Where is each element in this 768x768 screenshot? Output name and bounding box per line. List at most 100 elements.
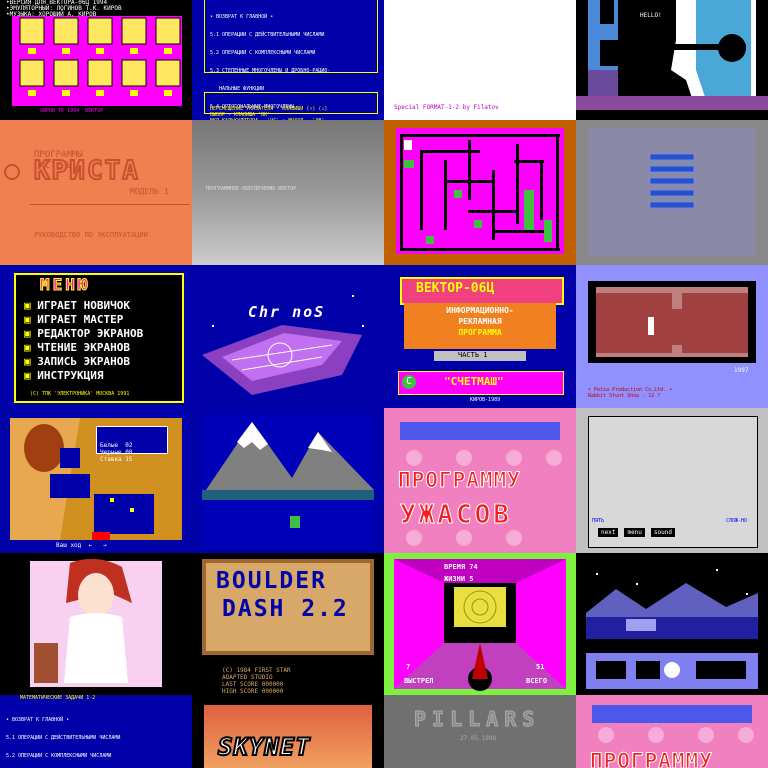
krista-divider xyxy=(30,204,190,205)
menu-item[interactable]: 5.1 ОПЕРАЦИИ С ДЕЙСТВИТЕЛЬНЫМИ ЧИСЛАМИ xyxy=(6,735,121,741)
menu-bullet-icon: ▣ xyxy=(24,355,38,368)
boulder-info: (C) 1984 FIRST STAR ADAPTED STUDIO LAST SC… xyxy=(222,667,291,695)
face-card[interactable] xyxy=(121,59,147,87)
menu-item-novice[interactable]: ▣ ИГРАЕТ НОВИЧОК xyxy=(24,299,130,312)
tetris-buttons[interactable]: next menu sound xyxy=(598,528,675,537)
faces-board xyxy=(12,16,182,106)
rabbit-year: 1997 xyxy=(734,367,749,374)
face-card[interactable] xyxy=(53,17,79,45)
menu-item-return[interactable]: • ВОЗВРАТ К ГЛАВНОЙ • xyxy=(210,14,274,20)
skynet-bg xyxy=(204,705,372,768)
skynet-logo: SKYNET xyxy=(217,732,311,762)
tile-rabbit-stunt[interactable]: 1997 • Petia Production Co.Ltd. • Rabbit … xyxy=(576,265,768,408)
menu-item-read[interactable]: ▣ ЧТЕНИЕ ЭКРАНОВ xyxy=(24,341,130,354)
hello-text: HELLO! xyxy=(640,12,662,19)
tile-tetris-like[interactable]: next menu sound ПЯТЬ СЛОЖ-НО xyxy=(576,408,768,553)
anime-art xyxy=(30,558,162,687)
math2-list[interactable]: • ВОЗВРАТ К ГЛАВНОЙ • 5.1 ОПЕРАЦИИ С ДЕЙ… xyxy=(6,705,126,768)
face-card[interactable] xyxy=(87,59,113,87)
chronos-ship xyxy=(202,295,364,395)
mountain-scene xyxy=(202,414,374,548)
menu-item-editor[interactable]: ▣ РЕДАКТОР ЭКРАНОВ xyxy=(24,327,144,340)
face-card[interactable] xyxy=(155,17,181,45)
tile-gray-blue-bars[interactable] xyxy=(576,120,768,265)
checkers-turn: Ваш ход ← → xyxy=(56,542,107,549)
menu-item-master[interactable]: ▣ ИГРАЕТ МАСТЕР xyxy=(24,313,124,326)
face-card[interactable] xyxy=(19,59,45,87)
tile-horror-program[interactable]: ПРОГРАММУ УЖАСОВ xyxy=(384,408,576,553)
score-panel xyxy=(96,426,168,454)
krista-title: КРИСТА xyxy=(33,155,140,187)
skull-pattern xyxy=(592,705,754,743)
rabbit-sprite xyxy=(648,317,654,335)
tile-shooting-gallery[interactable]: ВРЕМЯ 74 ЖИЗНИ 5 7 51 ВЫСТРЕЛ ВСЕГО xyxy=(384,553,576,695)
tile-horror-program-2[interactable]: ПРОГРАММУ xyxy=(576,695,768,768)
tile-checkers-girl[interactable]: Белые 02 Черные 08 Ставка 15 Ваш ход ← → xyxy=(0,408,192,553)
krista-header: ПРОГРАММЫ СИСТЕМЫ xyxy=(34,150,83,171)
menu-item[interactable]: 5.1 ОПЕРАЦИИ С ДЕЙСТВИТЕЛЬНЫМИ ЧИСЛАМИ xyxy=(210,32,325,38)
tile-chronos[interactable]: Chr noS xyxy=(192,265,384,408)
menu-item[interactable]: НАЛЬНЫЕ ФУНКЦИИ xyxy=(210,86,265,92)
vektor-part: ЧАСТЬ 1 xyxy=(458,351,488,359)
checkers-score: Белые 02 Черные 08 Ставка 15 xyxy=(100,442,133,463)
brand-logo-icon: C xyxy=(402,375,416,389)
tile-moon-rover[interactable] xyxy=(576,553,768,695)
menu-bullet-icon: ▣ xyxy=(24,369,38,382)
tile-anime-girl[interactable] xyxy=(0,553,192,695)
menu-item[interactable]: 5.2 ОПЕРАЦИИ С КОМПЛЕКСНЫМИ ЧИСЛАМИ xyxy=(6,753,112,759)
faces-header: •ВЕРСИЯ ДЛЯ ВЕКТОРА-06Ц 1994 •ЭМУЛЯТОРНЫЙ… xyxy=(6,0,122,18)
tile-maze-game[interactable] xyxy=(384,120,576,265)
tile-mountains[interactable] xyxy=(192,408,384,553)
sound-button[interactable]: sound xyxy=(650,528,675,537)
horror2-line-1: ПРОГРАММУ xyxy=(590,749,713,768)
tile-faces-memory-game[interactable]: •ВЕРСИЯ ДЛЯ ВЕКТОРА-06Ц 1994 •ЭМУЛЯТОРНЫЙ… xyxy=(0,0,192,120)
player-sprite xyxy=(404,140,412,150)
face-card[interactable] xyxy=(19,17,45,45)
menu-item[interactable]: 5.3 СТЕПЕННЫЕ МНОГОЧЛЕНЫ И ДРОБНО-РАЦИО- xyxy=(210,68,331,74)
menu-title: МЕНЮ xyxy=(40,275,91,295)
tetris-frame xyxy=(588,416,758,548)
menu-item-write[interactable]: ▣ ЗАПИСЬ ЭКРАНОВ xyxy=(24,355,130,368)
tile-math-menu-2[interactable]: МАТЕМАТИЧЕСКИЕ ЗАДАЧИ 1-2 • ВОЗВРАТ К ГЛ… xyxy=(0,695,192,768)
face-card[interactable] xyxy=(53,59,79,87)
menu-bullet-icon: ▣ xyxy=(24,327,38,340)
next-button[interactable]: next xyxy=(598,528,619,537)
tile-vektor-promo[interactable]: ВЕКТОР-06Ц ИНФОРМАЦИОННО- РЕКЛАМНАЯ ПРОГРА… xyxy=(384,265,576,408)
face-card[interactable] xyxy=(121,17,147,45)
maze-playfield[interactable] xyxy=(384,120,576,265)
target[interactable] xyxy=(454,587,506,627)
menu-item[interactable]: 5.4 ОРТОГОНАЛЬНЫЕ МНОГОЧЛЕНЫ xyxy=(210,104,295,110)
menu-bullet-icon: ▣ xyxy=(24,341,38,354)
rabbit-stunt-scene xyxy=(588,281,756,363)
tile-skynet[interactable]: SKYNET xyxy=(192,695,384,768)
menu-list[interactable]: ▣ ИГРАЕТ НОВИЧОК ▣ ИГРАЕТ МАСТЕР ▣ РЕДАК… xyxy=(24,299,143,383)
rover-sprite xyxy=(626,619,656,631)
tetris-label-left: ПЯТЬ xyxy=(592,518,605,524)
tile-hello-face[interactable]: HELLO! xyxy=(576,0,768,120)
krista-logo-icon xyxy=(4,164,20,180)
vektor-footer: КИРОВ-1989 xyxy=(470,397,501,403)
menu-button[interactable]: menu xyxy=(624,528,645,537)
gallery-scene[interactable] xyxy=(384,553,576,695)
rover-scene xyxy=(586,569,758,689)
menu-item[interactable]: 5.2 ОПЕРАЦИИ С КОМПЛЕКСНЫМИ ЧИСЛАМИ xyxy=(210,50,316,56)
menu-item-help[interactable]: ▣ ИНСТРУКЦИЯ xyxy=(24,369,104,382)
tile-blank-format[interactable]: Special FORMAT-1-2 by Filatov xyxy=(384,0,576,120)
math-help: ПЕРЕМЕЩЕНИЕ УКАЗАТЕЛЯ - КЛАВИШИ (↑) (↓) В… xyxy=(210,106,328,120)
boulder-logo: BOULDER DASH 2.2 xyxy=(216,568,349,622)
menu-item-return[interactable]: • ВОЗВРАТ К ГЛАВНОЙ • xyxy=(6,717,70,723)
faces-grid xyxy=(19,17,181,96)
tile-gray-loading[interactable]: ПРОГРАММНОЕ-ОБЕСПЕЧЕНИЕ-ВЕКТОР xyxy=(192,120,384,265)
face-card[interactable] xyxy=(155,59,181,87)
tile-boulder-dash[interactable]: BOULDER DASH 2.2 (C) 1984 FIRST STAR ADAPT… xyxy=(192,553,384,695)
menu-bullet-icon: ▣ xyxy=(24,299,38,312)
tile-game-menu[interactable]: МЕНЮ ▣ ИГРАЕТ НОВИЧОК ▣ ИГРАЕТ МАСТЕР ▣ … xyxy=(0,265,192,408)
tile-pillars[interactable]: PILLARS 27.05.1998 xyxy=(384,695,576,768)
face-card[interactable] xyxy=(87,17,113,45)
tile-krista-manual[interactable]: ПРОГРАММЫ СИСТЕМЫ КРИСТА МОДЕЛЬ 1 РУКОВОД… xyxy=(0,120,192,265)
math-menu-frame xyxy=(204,0,378,73)
tile-math-menu[interactable]: • ВОЗВРАТ К ГЛАВНОЙ • 5.1 ОПЕРАЦИИ С ДЕЙ… xyxy=(192,0,384,120)
math-menu-list[interactable]: • ВОЗВРАТ К ГЛАВНОЙ • 5.1 ОПЕРАЦИИ С ДЕЙ… xyxy=(210,2,330,120)
hello-face-art xyxy=(576,0,768,110)
